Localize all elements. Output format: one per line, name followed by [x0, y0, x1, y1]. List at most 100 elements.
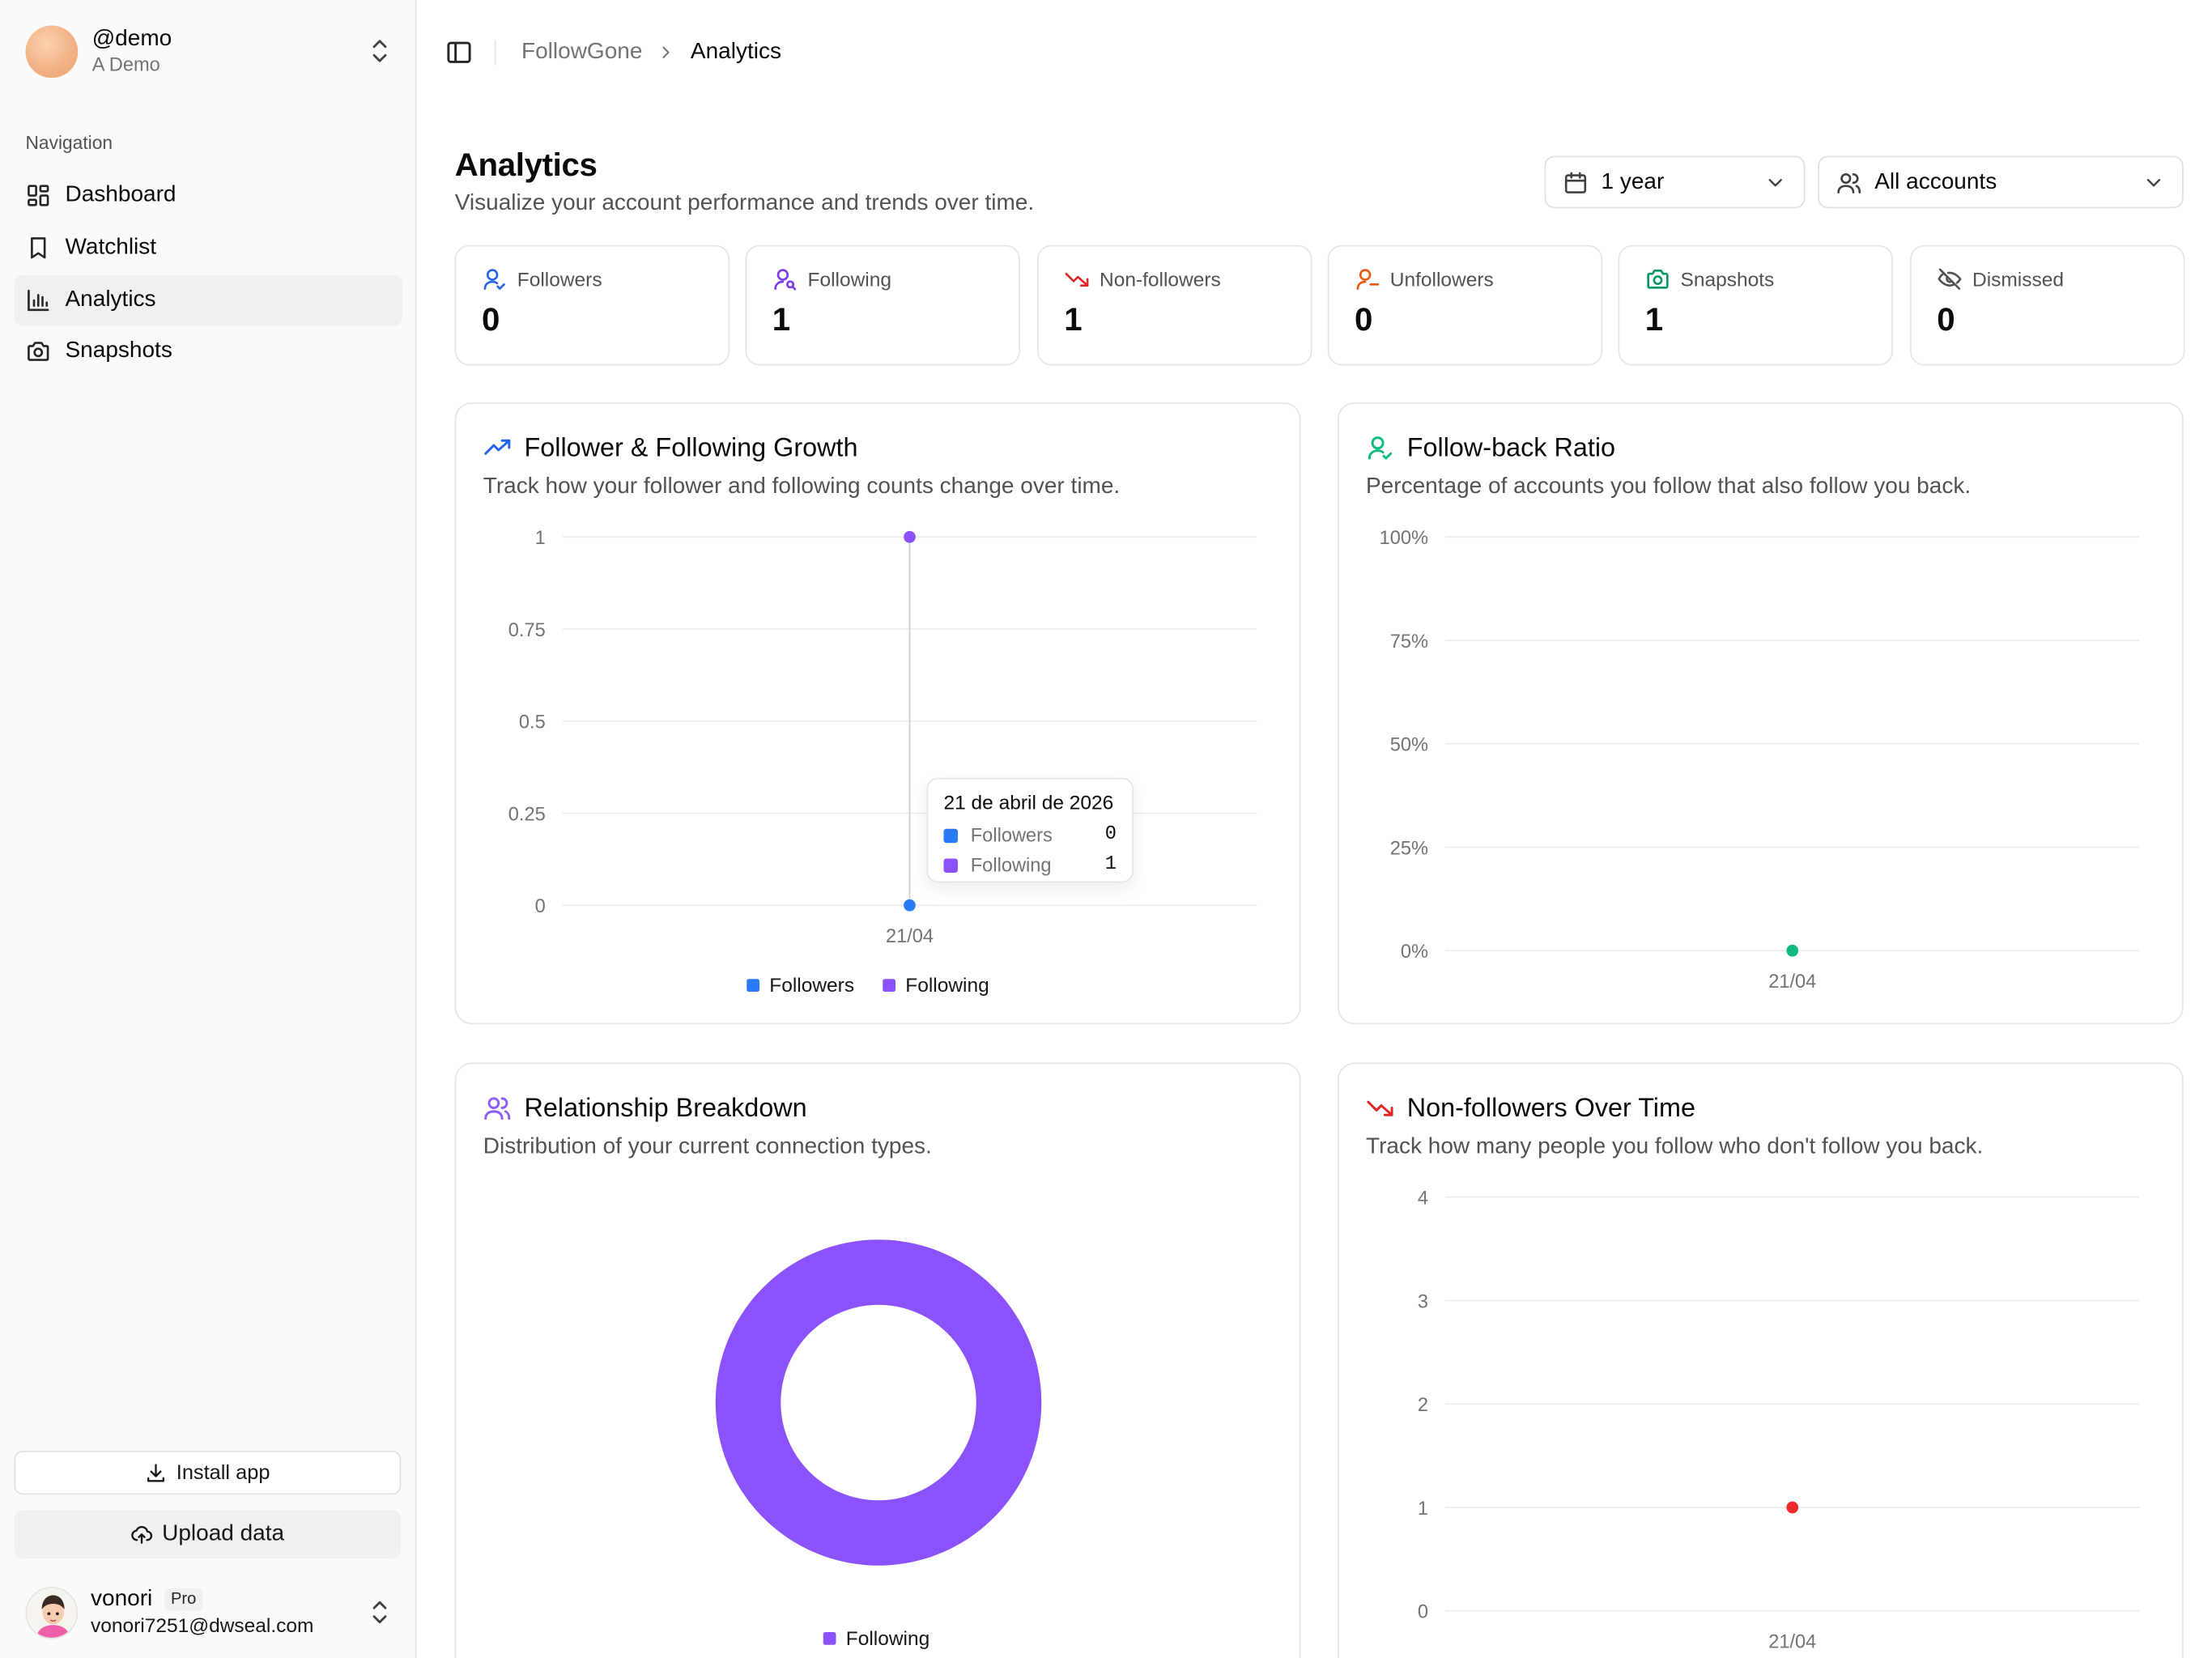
- legend-label: Following: [905, 975, 989, 997]
- avatar: [25, 1586, 79, 1639]
- y-tick-label: 4: [1418, 1188, 1428, 1209]
- stat-value: 0: [482, 300, 500, 338]
- trending-up-icon: [484, 439, 511, 455]
- main-content: FollowGone Analytics Analytics Visualize…: [417, 0, 2212, 1658]
- relationship-breakdown-card: Following Relationship Breakdown Distrib…: [454, 1062, 1301, 1658]
- account-switcher[interactable]: @demo A Demo: [15, 15, 403, 88]
- non-followers-chart-card: 0 1 2 3 4 21/04 Non-followers Over Time Track…: [1338, 1062, 2184, 1658]
- stat-value: 0: [1937, 300, 1955, 338]
- tooltip-label: Followers: [970, 824, 1053, 846]
- bar-chart-icon: [28, 289, 49, 311]
- cloud-upload-icon: [131, 1525, 153, 1544]
- y-tick-label: 50%: [1390, 735, 1428, 756]
- tooltip-date: 21 de abril de 2026: [943, 790, 1114, 814]
- stat-card-snapshots: Snapshots 1: [1618, 244, 1893, 366]
- legend-swatch: [943, 857, 958, 873]
- avatar-illustration: [27, 1587, 77, 1638]
- sidebar-item-label: Analytics: [65, 287, 156, 312]
- users-icon: [484, 1097, 511, 1120]
- camera-icon: [28, 342, 49, 362]
- stat-label: Following: [807, 267, 891, 291]
- sidebar-item-analytics[interactable]: Analytics: [14, 274, 402, 325]
- time-range-select[interactable]: 1 year: [1544, 155, 1806, 209]
- legend-label: Following: [846, 1628, 930, 1650]
- legend-swatch: [883, 979, 895, 992]
- y-tick-label: 25%: [1390, 838, 1428, 859]
- users-icon: [1837, 172, 1861, 193]
- y-tick-label: 0.25: [508, 804, 546, 825]
- growth-chart: 0 0.25 0.5 0.75 1 21/04 Followers Following: [508, 528, 1257, 997]
- dashboard-icon: [28, 185, 49, 206]
- card-subtitle: Track how many people you follow who don…: [1366, 1134, 1984, 1159]
- y-tick-label: 0%: [1401, 942, 1428, 963]
- y-tick-label: 2: [1418, 1395, 1428, 1416]
- donut-slice: [715, 1239, 1042, 1566]
- relationship-donut-chart: Following: [715, 1239, 1042, 1650]
- chart-tooltip: 21 de abril de 2026 Followers 0 Followin…: [926, 777, 1134, 883]
- legend-swatch: [823, 1632, 836, 1645]
- sidebar-item-watchlist[interactable]: Watchlist: [15, 222, 403, 273]
- card-subtitle: Percentage of accounts you follow that a…: [1366, 474, 1972, 499]
- user-menu[interactable]: vonori Pro vonori7251@dwseal.com: [15, 1573, 403, 1652]
- breadcrumb-current: Analytics: [690, 40, 781, 64]
- non-followers-chart: 0 1 2 3 4 21/04: [1418, 1188, 2140, 1652]
- sidebar-item-label: Watchlist: [65, 235, 157, 259]
- tooltip-label: Following: [970, 854, 1052, 876]
- y-tick-label: 0.5: [519, 712, 546, 733]
- trending-down-icon: [1065, 272, 1089, 287]
- stat-label: Non-followers: [1100, 267, 1221, 291]
- y-tick-label: 0.75: [508, 620, 546, 641]
- card-title: Follower & Following Growth: [524, 432, 858, 462]
- stat-label: Unfollowers: [1389, 267, 1494, 291]
- stat-value: 1: [1644, 300, 1664, 338]
- chevrons-up-down-icon: [372, 40, 387, 62]
- account-filter-select[interactable]: All accounts: [1818, 155, 2184, 209]
- legend-label: Followers: [769, 975, 854, 997]
- stat-value: 1: [772, 300, 791, 338]
- sidebar-item-label: Snapshots: [65, 338, 172, 363]
- y-tick-label: 3: [1418, 1291, 1428, 1312]
- divider: [494, 40, 496, 66]
- calendar-icon: [1564, 171, 1587, 193]
- install-app-button[interactable]: Install app: [14, 1451, 402, 1495]
- bookmark-icon: [31, 236, 46, 259]
- card-subtitle: Distribution of your current connection …: [483, 1134, 932, 1159]
- stat-card-followers: Followers 0: [454, 244, 730, 366]
- user-name: vonori: [91, 1587, 153, 1612]
- x-tick-label: 21/04: [1768, 971, 1816, 993]
- sidebar-nav: Dashboard Watchlist Analytics Snapshots: [14, 170, 403, 379]
- y-tick-label: 100%: [1380, 528, 1428, 549]
- y-tick-label: 75%: [1390, 631, 1428, 653]
- trending-down-icon: [1367, 1100, 1393, 1116]
- follow-back-ratio-card: 0% 25% 50% 75% 100% 21/04 Follow-back Ratio P…: [1338, 402, 2184, 1025]
- page-subtitle: Visualize your account performance and t…: [454, 191, 1035, 215]
- x-tick-label: 21/04: [1768, 1631, 1816, 1652]
- data-point: [904, 530, 916, 543]
- chevron-down-icon: [1768, 178, 1782, 186]
- user-check-icon: [1368, 436, 1393, 460]
- data-point: [1786, 1501, 1799, 1514]
- page-title: Analytics: [454, 146, 598, 183]
- upload-data-label: Upload data: [162, 1521, 285, 1546]
- data-point: [904, 899, 916, 912]
- tooltip-value: 0: [1104, 824, 1117, 846]
- user-icon: [483, 269, 505, 290]
- x-tick-label: 21/04: [886, 926, 934, 947]
- chevrons-up-down-icon: [372, 1601, 387, 1624]
- stat-card-dismissed: Dismissed 0: [1910, 244, 2185, 366]
- account-filter-value: All accounts: [1874, 169, 1997, 193]
- card-subtitle: Track how your follower and following co…: [483, 474, 1121, 499]
- eye-off-icon: [1938, 268, 1962, 290]
- top-bar: FollowGone Analytics: [417, 0, 2212, 105]
- chevron-down-icon: [2146, 178, 2161, 186]
- sidebar-item-dashboard[interactable]: Dashboard: [15, 170, 403, 221]
- download-icon: [147, 1463, 165, 1482]
- sidebar-item-snapshots[interactable]: Snapshots: [15, 326, 403, 377]
- upload-data-button[interactable]: Upload data: [14, 1510, 402, 1558]
- sidebar-toggle-icon[interactable]: [445, 38, 474, 66]
- stat-label: Followers: [517, 267, 602, 291]
- camera-icon: [1647, 269, 1669, 289]
- breadcrumb-parent[interactable]: FollowGone: [521, 40, 643, 64]
- stat-label: Dismissed: [1972, 267, 2065, 291]
